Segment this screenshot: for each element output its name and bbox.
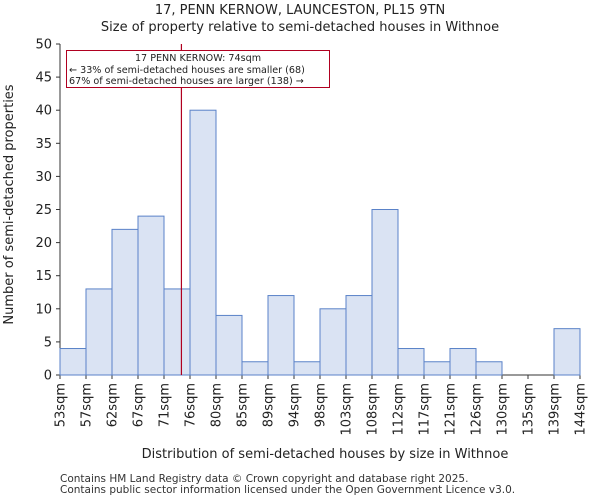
bar-121sqm <box>449 348 477 376</box>
x-tick-label: 130sqm <box>496 383 511 436</box>
x-tick-label: 76sqm <box>184 383 199 427</box>
x-tick-label: 80sqm <box>210 383 225 427</box>
bar-71sqm <box>163 288 191 376</box>
x-tick-label: 89sqm <box>262 383 277 427</box>
bar-57sqm <box>85 288 113 376</box>
x-tick-label: 121sqm <box>444 383 459 436</box>
bars-group <box>59 109 581 376</box>
x-tick-label: 103sqm <box>340 383 355 436</box>
bar-108sqm <box>371 209 399 376</box>
y-tick-label: 15 <box>35 269 52 284</box>
annotation-line-3: 67% of semi-detached houses are larger (… <box>69 76 304 87</box>
bar-85sqm <box>241 361 269 376</box>
x-axis-title: Distribution of semi-detached houses by … <box>142 447 509 462</box>
x-tick-label: 144sqm <box>574 383 589 436</box>
bar-103sqm <box>345 295 373 376</box>
x-tick-label: 98sqm <box>314 383 329 427</box>
y-tick-label: 0 <box>44 369 52 384</box>
y-tick-label: 25 <box>35 203 52 218</box>
bar-80sqm <box>215 314 243 376</box>
bar-53sqm <box>59 348 87 376</box>
bar-117sqm <box>423 361 451 376</box>
bar-94sqm <box>293 361 321 376</box>
x-tick-label: 139sqm <box>548 383 563 436</box>
y-tick-label: 20 <box>35 236 52 251</box>
y-tick-label: 50 <box>35 38 52 53</box>
x-tick-label: 117sqm <box>418 383 433 436</box>
y-tick-label: 45 <box>35 71 52 86</box>
annotation-line-1: 17 PENN KERNOW: 74sqm <box>134 53 262 64</box>
x-tick-label: 108sqm <box>366 383 381 436</box>
footer-licence: Contains public sector information licen… <box>60 484 516 496</box>
y-tick-label: 30 <box>35 170 52 185</box>
y-axis-title: Number of semi-detached properties <box>2 84 17 324</box>
x-tick-label: 94sqm <box>288 383 303 427</box>
y-tick-label: 10 <box>35 302 52 317</box>
annotation-line-2: ← 33% of semi-detached houses are smalle… <box>69 64 305 76</box>
bar-62sqm <box>111 228 139 376</box>
bar-112sqm <box>397 348 425 376</box>
bar-89sqm <box>267 295 295 376</box>
chart-subtitle: Size of property relative to semi-detach… <box>100 20 500 35</box>
chart-title: 17, PENN KERNOW, LAUNCESTON, PL15 9TN <box>154 3 446 18</box>
x-tick-label: 53sqm <box>54 383 69 427</box>
bar-76sqm <box>189 109 217 376</box>
y-tick-label: 5 <box>44 335 52 350</box>
x-tick-label: 112sqm <box>392 383 407 436</box>
x-tick-label: 57sqm <box>80 383 95 427</box>
x-tick-label: 135sqm <box>522 383 537 436</box>
bar-98sqm <box>319 308 347 376</box>
x-tick-label: 85sqm <box>236 383 251 427</box>
bar-67sqm <box>137 215 165 376</box>
y-tick-label: 40 <box>35 104 52 119</box>
x-tick-label: 71sqm <box>158 383 173 427</box>
bar-139sqm <box>553 328 581 376</box>
x-tick-label: 67sqm <box>132 383 147 427</box>
bar-126sqm <box>475 361 503 376</box>
labels-group: 0 5 10 15 20 25 30 35 40 45 50 53sqm 57sqm 62sqm 67sqm… <box>2 38 589 463</box>
x-tick-label: 62sqm <box>106 383 121 427</box>
y-tick-label: 35 <box>35 137 52 152</box>
annotation-box: 17 PENN KERNOW: 74sqm ← 33% of semi-deta… <box>66 50 330 88</box>
x-tick-label: 126sqm <box>470 383 485 436</box>
footer-copyright: Contains HM Land Registry data © Crown c… <box>60 473 469 485</box>
